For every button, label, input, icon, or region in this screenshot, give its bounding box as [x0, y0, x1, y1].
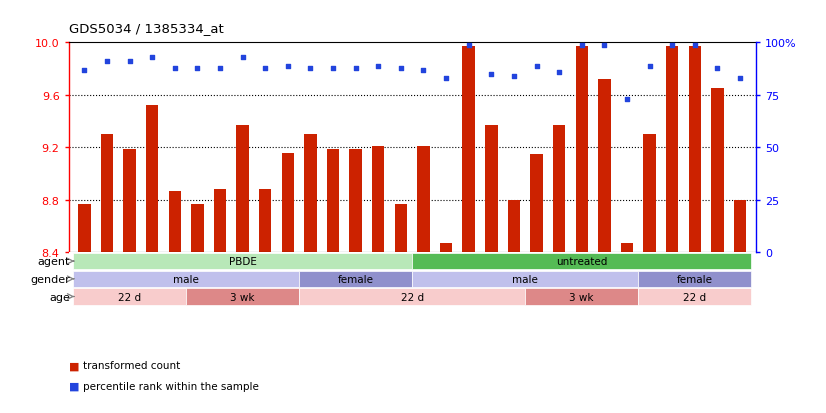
- Point: [236, 55, 249, 61]
- Point: [733, 76, 747, 82]
- Bar: [78, 204, 91, 253]
- Text: percentile rank within the sample: percentile rank within the sample: [83, 381, 259, 391]
- Text: male: male: [173, 274, 199, 284]
- Bar: [733, 200, 746, 253]
- Text: GDS5034 / 1385334_at: GDS5034 / 1385334_at: [69, 22, 223, 35]
- Bar: [689, 47, 701, 253]
- Point: [710, 65, 724, 72]
- Bar: [643, 135, 656, 253]
- Point: [530, 63, 544, 70]
- Point: [575, 42, 588, 49]
- Point: [145, 55, 159, 61]
- Point: [598, 42, 611, 49]
- Bar: [395, 204, 407, 253]
- Bar: [304, 135, 316, 253]
- Point: [553, 69, 566, 76]
- Point: [417, 67, 430, 74]
- Point: [281, 63, 294, 70]
- Bar: [412, 271, 638, 287]
- Bar: [576, 47, 588, 253]
- Text: female: female: [676, 274, 713, 284]
- Bar: [417, 147, 430, 253]
- Bar: [349, 149, 362, 253]
- Bar: [553, 126, 565, 253]
- Point: [620, 97, 634, 103]
- Bar: [485, 126, 497, 253]
- Point: [123, 59, 136, 66]
- Bar: [463, 47, 475, 253]
- Bar: [186, 289, 299, 305]
- Text: 3 wk: 3 wk: [569, 292, 594, 302]
- Bar: [440, 243, 453, 253]
- Text: ■: ■: [69, 361, 79, 370]
- Bar: [638, 289, 752, 305]
- Point: [507, 74, 520, 80]
- Point: [485, 71, 498, 78]
- Text: male: male: [512, 274, 539, 284]
- Text: gender: gender: [31, 274, 70, 284]
- Text: 3 wk: 3 wk: [230, 292, 255, 302]
- Point: [372, 63, 385, 70]
- Bar: [191, 204, 204, 253]
- Bar: [282, 153, 294, 253]
- Point: [191, 65, 204, 72]
- Bar: [214, 190, 226, 253]
- Text: untreated: untreated: [556, 256, 607, 266]
- Bar: [259, 190, 272, 253]
- Bar: [372, 147, 384, 253]
- Bar: [638, 271, 752, 287]
- Text: agent: agent: [38, 256, 70, 266]
- Text: PBDE: PBDE: [229, 256, 257, 266]
- Bar: [412, 253, 752, 270]
- Point: [101, 59, 114, 66]
- Point: [462, 42, 475, 49]
- Text: 22 d: 22 d: [683, 292, 706, 302]
- Bar: [711, 89, 724, 253]
- Point: [666, 42, 679, 49]
- Point: [643, 63, 656, 70]
- Point: [169, 65, 182, 72]
- Point: [688, 42, 701, 49]
- Text: ■: ■: [69, 381, 79, 391]
- Bar: [525, 289, 638, 305]
- Text: age: age: [50, 292, 70, 302]
- Bar: [299, 289, 525, 305]
- Text: transformed count: transformed count: [83, 361, 181, 370]
- Point: [78, 67, 91, 74]
- Point: [326, 65, 339, 72]
- Bar: [73, 289, 186, 305]
- Bar: [146, 106, 159, 253]
- Bar: [327, 149, 339, 253]
- Bar: [508, 200, 520, 253]
- Point: [213, 65, 226, 72]
- Bar: [123, 149, 135, 253]
- Point: [439, 76, 453, 82]
- Text: female: female: [338, 274, 373, 284]
- Bar: [299, 271, 412, 287]
- Point: [394, 65, 407, 72]
- Bar: [666, 47, 678, 253]
- Bar: [169, 191, 181, 253]
- Point: [349, 65, 363, 72]
- Point: [304, 65, 317, 72]
- Bar: [598, 80, 610, 253]
- Bar: [73, 271, 299, 287]
- Bar: [530, 154, 543, 253]
- Point: [259, 65, 272, 72]
- Bar: [620, 243, 634, 253]
- Bar: [73, 253, 412, 270]
- Bar: [236, 126, 249, 253]
- Text: 22 d: 22 d: [401, 292, 424, 302]
- Text: 22 d: 22 d: [118, 292, 141, 302]
- Bar: [101, 135, 113, 253]
